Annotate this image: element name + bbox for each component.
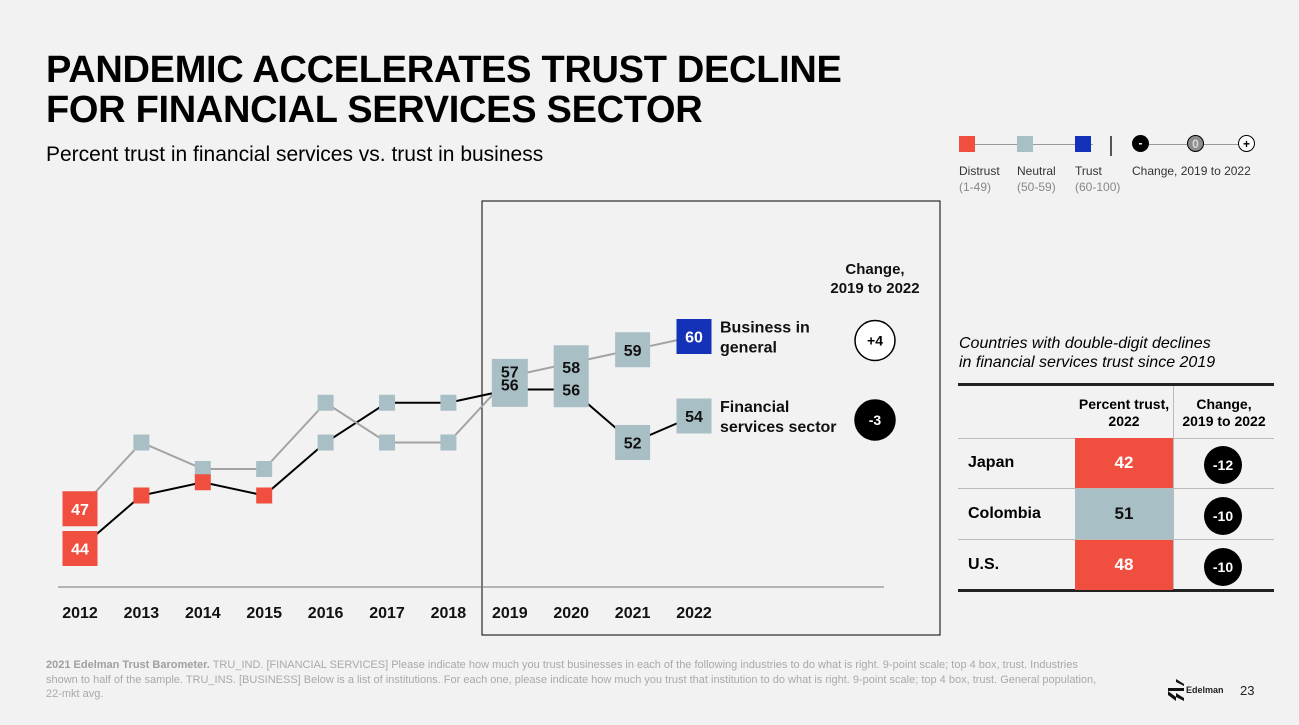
legend-swatch-distrust	[959, 136, 975, 152]
x-tick-2014: 2014	[185, 605, 221, 622]
business-change-value: +4	[867, 333, 883, 349]
line-business	[79, 335, 695, 510]
business-mark-2012	[62, 491, 98, 527]
business-mark-2014	[194, 461, 211, 477]
legend: Distrust (1-49) Neutral (50-59) Trust (60-1…	[955, 130, 1275, 200]
highlight-box-2019-2022	[481, 200, 941, 636]
business-value-2019: 57	[501, 364, 519, 381]
plus-icon: +	[1238, 135, 1255, 152]
trust-value-cell: 42	[1075, 438, 1173, 488]
business-mark-2017	[379, 434, 395, 451]
title-line-2: FOR FINANCIAL SERVICES SECTOR	[46, 89, 703, 131]
financial-value-2020: 56	[562, 383, 580, 400]
x-tick-2022: 2022	[676, 605, 712, 622]
table-row: Japan 42 -12	[958, 438, 1274, 489]
business-value-2012: 47	[71, 502, 89, 519]
financial-mark-2016	[317, 434, 334, 451]
trust-value-cell: 48	[1075, 540, 1173, 590]
table-header: Percent trust, 2022 Change, 2019 to 2022	[958, 386, 1274, 439]
brand-name: Edelman	[1186, 685, 1224, 695]
business-mark-2022	[676, 319, 712, 354]
table-row: U.S. 48 -10	[958, 540, 1274, 590]
x-tick-2012: 2012	[62, 605, 98, 622]
footnote-source: 2021 Edelman Trust Barometer.	[46, 659, 210, 671]
country-name: Colombia	[968, 505, 1041, 522]
business-mark-2013	[133, 434, 150, 451]
financial-mark-2021	[615, 425, 651, 460]
financial-value-2022: 54	[685, 409, 703, 426]
countries-note: Countries with double-digit declines in f…	[959, 335, 1216, 371]
x-tick-2021: 2021	[615, 605, 651, 622]
x-tick-2016: 2016	[308, 605, 344, 622]
header-percent-trust: Percent trust, 2022	[1078, 396, 1170, 429]
financial-mark-2017	[379, 394, 395, 411]
x-tick-2018: 2018	[431, 605, 467, 622]
business-value-2021: 59	[624, 343, 642, 360]
country-name: U.S.	[968, 556, 1000, 573]
financial-mark-2013	[133, 487, 150, 504]
change-badge: -10	[1204, 548, 1242, 586]
zero-icon: 0	[1187, 135, 1204, 152]
trust-value-cell: 51	[1075, 489, 1173, 539]
legend-label-distrust: Distrust (1-49)	[959, 164, 1000, 194]
business-mark-2015	[256, 461, 273, 477]
business-value-2020: 58	[562, 360, 580, 377]
page-number: 23	[1240, 683, 1255, 698]
legend-label-trust: Trust (60-100)	[1075, 164, 1121, 194]
financial-mark-2014	[194, 474, 211, 491]
business-mark-2016	[317, 394, 334, 411]
line-financial	[79, 388, 695, 550]
financial-mark-2012	[62, 531, 98, 566]
column-divider	[1173, 386, 1174, 589]
x-tick-2015: 2015	[246, 605, 282, 622]
x-tick-2017: 2017	[369, 605, 405, 622]
financial-change-badge	[854, 399, 896, 441]
x-tick-2020: 2020	[553, 605, 589, 622]
financial-change-value: -3	[869, 412, 882, 428]
financial-value-2012: 44	[71, 542, 89, 559]
financial-mark-2022	[676, 398, 712, 434]
legend-label-change: Change, 2019 to 2022	[1132, 164, 1251, 178]
business-mark-2019	[491, 358, 528, 407]
business-value-2022: 60	[685, 330, 703, 347]
financial-value-2021: 52	[624, 436, 642, 453]
legend-divider	[1110, 136, 1112, 156]
business-change-badge	[854, 319, 896, 362]
x-tick-2019: 2019	[492, 605, 528, 622]
business-mark-2018	[440, 434, 457, 451]
title-line-1: PANDEMIC ACCELERATES TRUST DECLINE	[46, 49, 842, 91]
country-name: Japan	[968, 454, 1015, 471]
brand: Edelman 23	[1166, 678, 1286, 704]
series-name-financial: Financial services sector	[720, 399, 837, 436]
countries-table: Percent trust, 2022 Change, 2019 to 2022 J…	[958, 383, 1274, 592]
footnote-text: TRU_IND. [FINANCIAL SERVICES] Please ind…	[46, 659, 1097, 700]
edelman-logo-icon	[1168, 679, 1184, 701]
series-name-business: Business in general	[720, 320, 810, 357]
change-badge: -12	[1204, 446, 1242, 484]
legend-label-neutral: Neutral (50-59)	[1017, 164, 1056, 194]
minus-icon: -	[1132, 135, 1149, 152]
table-row: Colombia 51 -10	[958, 489, 1274, 540]
financial-mark-2018	[440, 394, 457, 411]
header-change: Change, 2019 to 2022	[1182, 396, 1266, 429]
page-title: PANDEMIC ACCELERATES TRUST DECLINE FOR F…	[46, 50, 842, 130]
business-mark-2021	[615, 332, 651, 368]
change-badge: -10	[1204, 497, 1242, 535]
change-column-header: Change, 2019 to 2022	[830, 261, 919, 297]
legend-swatch-neutral	[1017, 136, 1033, 152]
financial-mark-2015	[256, 487, 273, 504]
business-mark-2020	[553, 345, 589, 408]
legend-swatch-trust	[1075, 136, 1091, 152]
x-tick-2013: 2013	[124, 605, 160, 622]
financial-value-2019: 56	[501, 378, 519, 395]
footnote: 2021 Edelman Trust Barometer. TRU_IND. […	[46, 658, 1106, 702]
page-subtitle: Percent trust in financial services vs. …	[46, 143, 544, 166]
